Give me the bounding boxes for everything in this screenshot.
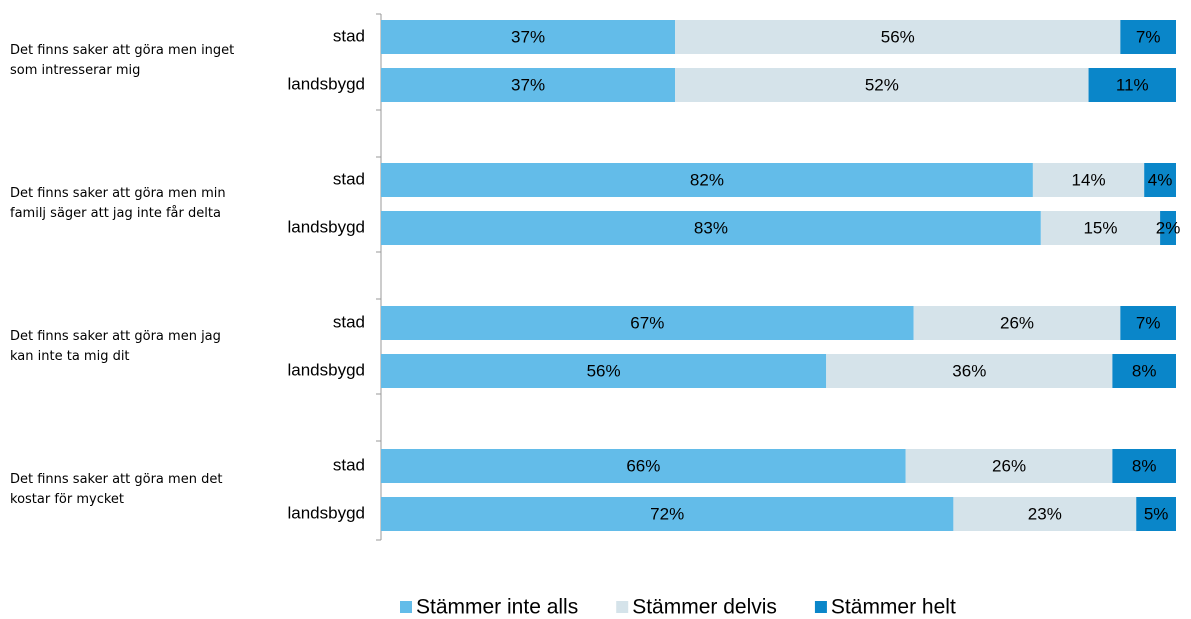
row-label: stad bbox=[333, 312, 365, 331]
group-label: Det finns saker att göra men det kostar … bbox=[10, 472, 223, 507]
legend-label: Stämmer inte alls bbox=[416, 596, 578, 619]
row-label: landsbygd bbox=[287, 360, 365, 379]
value-label: 14% bbox=[1072, 170, 1106, 189]
bar-segment bbox=[913, 306, 1121, 340]
bar-segment bbox=[381, 68, 676, 102]
bar-segment bbox=[1144, 163, 1176, 197]
row-label: stad bbox=[333, 26, 365, 45]
value-label: 23% bbox=[1028, 504, 1062, 523]
value-label: 56% bbox=[881, 27, 915, 46]
value-label: 36% bbox=[952, 361, 986, 380]
value-label: 4% bbox=[1148, 170, 1173, 189]
bar-segment bbox=[381, 20, 676, 54]
bar-segment bbox=[381, 163, 1033, 197]
bar-segment bbox=[381, 354, 827, 388]
value-label: 26% bbox=[1000, 313, 1034, 332]
value-label: 56% bbox=[587, 361, 621, 380]
bar-segment bbox=[1040, 211, 1161, 245]
bar-segment bbox=[1120, 306, 1176, 340]
legend-swatch bbox=[400, 601, 412, 613]
value-label: 7% bbox=[1136, 313, 1161, 332]
value-label: 26% bbox=[992, 456, 1026, 475]
group-label: Det finns saker att göra men inget som i… bbox=[10, 43, 235, 78]
bar-segment bbox=[381, 497, 954, 531]
value-label: 83% bbox=[694, 218, 728, 237]
value-label: 5% bbox=[1144, 504, 1169, 523]
bar-segment bbox=[1112, 449, 1176, 483]
legend-swatch bbox=[616, 601, 629, 613]
value-label: 37% bbox=[511, 75, 545, 94]
bar-segment bbox=[1112, 354, 1176, 388]
value-label: 67% bbox=[630, 313, 664, 332]
value-label: 52% bbox=[865, 75, 899, 94]
bar-segment bbox=[381, 211, 1041, 245]
bar-segment bbox=[1120, 20, 1176, 54]
row-label: stad bbox=[333, 455, 365, 474]
value-label: 8% bbox=[1132, 361, 1157, 380]
bar-segment bbox=[675, 20, 1121, 54]
bar-segment bbox=[381, 306, 914, 340]
value-label: 11% bbox=[1116, 75, 1149, 94]
bar-segment bbox=[905, 449, 1113, 483]
value-label: 66% bbox=[626, 456, 660, 475]
row-label: landsbygd bbox=[287, 74, 365, 93]
value-label: 7% bbox=[1136, 27, 1161, 46]
legend-label: Stämmer helt bbox=[831, 596, 956, 619]
value-label: 8% bbox=[1132, 456, 1157, 475]
row-label: stad bbox=[333, 169, 365, 188]
value-label: 72% bbox=[650, 504, 684, 523]
legend-swatch bbox=[814, 601, 827, 613]
value-label: 82% bbox=[690, 170, 724, 189]
row-label: landsbygd bbox=[287, 503, 365, 522]
bar-segment bbox=[1032, 163, 1145, 197]
bar-segment bbox=[826, 354, 1113, 388]
bar-segment bbox=[1136, 497, 1176, 531]
bar-segment bbox=[953, 497, 1137, 531]
bar-segment bbox=[675, 68, 1089, 102]
row-label: landsbygd bbox=[287, 217, 365, 236]
group-label: Det finns saker att göra men min familj … bbox=[10, 186, 226, 221]
value-label: 2% bbox=[1156, 218, 1181, 237]
legend-label: Stämmer delvis bbox=[632, 596, 777, 619]
bar-segment bbox=[1088, 68, 1176, 102]
group-label: Det finns saker att göra men jag kan int… bbox=[10, 329, 221, 364]
value-label: 15% bbox=[1083, 218, 1117, 237]
value-label: 37% bbox=[511, 27, 545, 46]
bar-segment bbox=[1160, 211, 1176, 245]
bar-segment bbox=[381, 449, 906, 483]
